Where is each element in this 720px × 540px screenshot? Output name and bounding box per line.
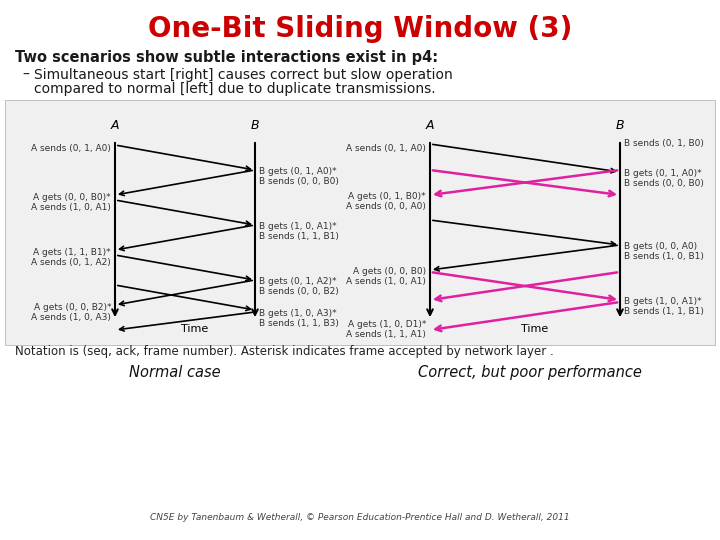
Text: B: B	[616, 119, 624, 132]
Text: A gets (0, 0, B0): A gets (0, 0, B0)	[353, 267, 426, 276]
Text: B sends (1, 1, B3): B sends (1, 1, B3)	[259, 319, 339, 328]
Text: A gets (1, 1, B1)*: A gets (1, 1, B1)*	[33, 248, 111, 257]
Text: A sends (1, 0, A1): A sends (1, 0, A1)	[346, 277, 426, 286]
Text: Simultaneous start [right] causes correct but slow operation: Simultaneous start [right] causes correc…	[34, 68, 453, 82]
Text: Notation is (seq, ack, frame number). Asterisk indicates frame accepted by netwo: Notation is (seq, ack, frame number). As…	[15, 345, 554, 358]
Text: B sends (1, 0, B1): B sends (1, 0, B1)	[624, 252, 704, 261]
Text: Correct, but poor performance: Correct, but poor performance	[418, 365, 642, 380]
Text: A sends (0, 1, A0): A sends (0, 1, A0)	[346, 144, 426, 153]
Text: A: A	[426, 119, 434, 132]
Text: B: B	[251, 119, 259, 132]
Text: A sends (1, 0, A1): A sends (1, 0, A1)	[31, 203, 111, 212]
Text: B gets (1, 0, A1)*: B gets (1, 0, A1)*	[259, 222, 337, 231]
Text: One-Bit Sliding Window (3): One-Bit Sliding Window (3)	[148, 15, 572, 43]
Text: A gets (1, 0, D1)*: A gets (1, 0, D1)*	[348, 320, 426, 329]
Text: A: A	[111, 119, 120, 132]
Text: B gets (0, 1, A0)*: B gets (0, 1, A0)*	[259, 167, 337, 176]
Text: B sends (1, 1, B1): B sends (1, 1, B1)	[624, 307, 704, 316]
Text: B sends (0, 0, B0): B sends (0, 0, B0)	[624, 179, 704, 188]
Text: Normal case: Normal case	[129, 365, 221, 380]
Text: A gets (0, 0, B2)*: A gets (0, 0, B2)*	[34, 303, 111, 312]
Text: Two scenarios show subtle interactions exist in p4:: Two scenarios show subtle interactions e…	[15, 50, 438, 65]
Text: –: –	[22, 68, 29, 82]
Text: Time: Time	[521, 324, 549, 334]
Text: CN5E by Tanenbaum & Wetherall, © Pearson Education-Prentice Hall and D. Wetheral: CN5E by Tanenbaum & Wetherall, © Pearson…	[150, 513, 570, 522]
Text: A sends (0, 0, A0): A sends (0, 0, A0)	[346, 202, 426, 211]
Text: B sends (0, 0, B0): B sends (0, 0, B0)	[259, 177, 339, 186]
Text: B sends (1, 1, B1): B sends (1, 1, B1)	[259, 232, 339, 241]
Text: A sends (1, 1, A1): A sends (1, 1, A1)	[346, 330, 426, 339]
Text: compared to normal [left] due to duplicate transmissions.: compared to normal [left] due to duplica…	[34, 82, 436, 96]
Text: A sends (1, 0, A3): A sends (1, 0, A3)	[31, 313, 111, 322]
Text: B gets (0, 0, A0): B gets (0, 0, A0)	[624, 242, 697, 251]
FancyBboxPatch shape	[5, 100, 715, 345]
Text: B sends (0, 1, B0): B sends (0, 1, B0)	[624, 139, 704, 148]
Text: B sends (0, 0, B2): B sends (0, 0, B2)	[259, 287, 338, 296]
Text: A sends (0, 1, A2): A sends (0, 1, A2)	[31, 258, 111, 267]
Text: A gets (0, 0, B0)*: A gets (0, 0, B0)*	[33, 193, 111, 202]
Text: B gets (1, 0, A3)*: B gets (1, 0, A3)*	[259, 309, 337, 318]
Text: A gets (0, 1, B0)*: A gets (0, 1, B0)*	[348, 192, 426, 201]
Text: B gets (0, 1, A0)*: B gets (0, 1, A0)*	[624, 169, 701, 178]
Text: B gets (0, 1, A2)*: B gets (0, 1, A2)*	[259, 277, 336, 286]
Text: A sends (0, 1, A0): A sends (0, 1, A0)	[31, 144, 111, 153]
Text: Time: Time	[181, 324, 209, 334]
Text: B gets (1, 0, A1)*: B gets (1, 0, A1)*	[624, 297, 701, 306]
